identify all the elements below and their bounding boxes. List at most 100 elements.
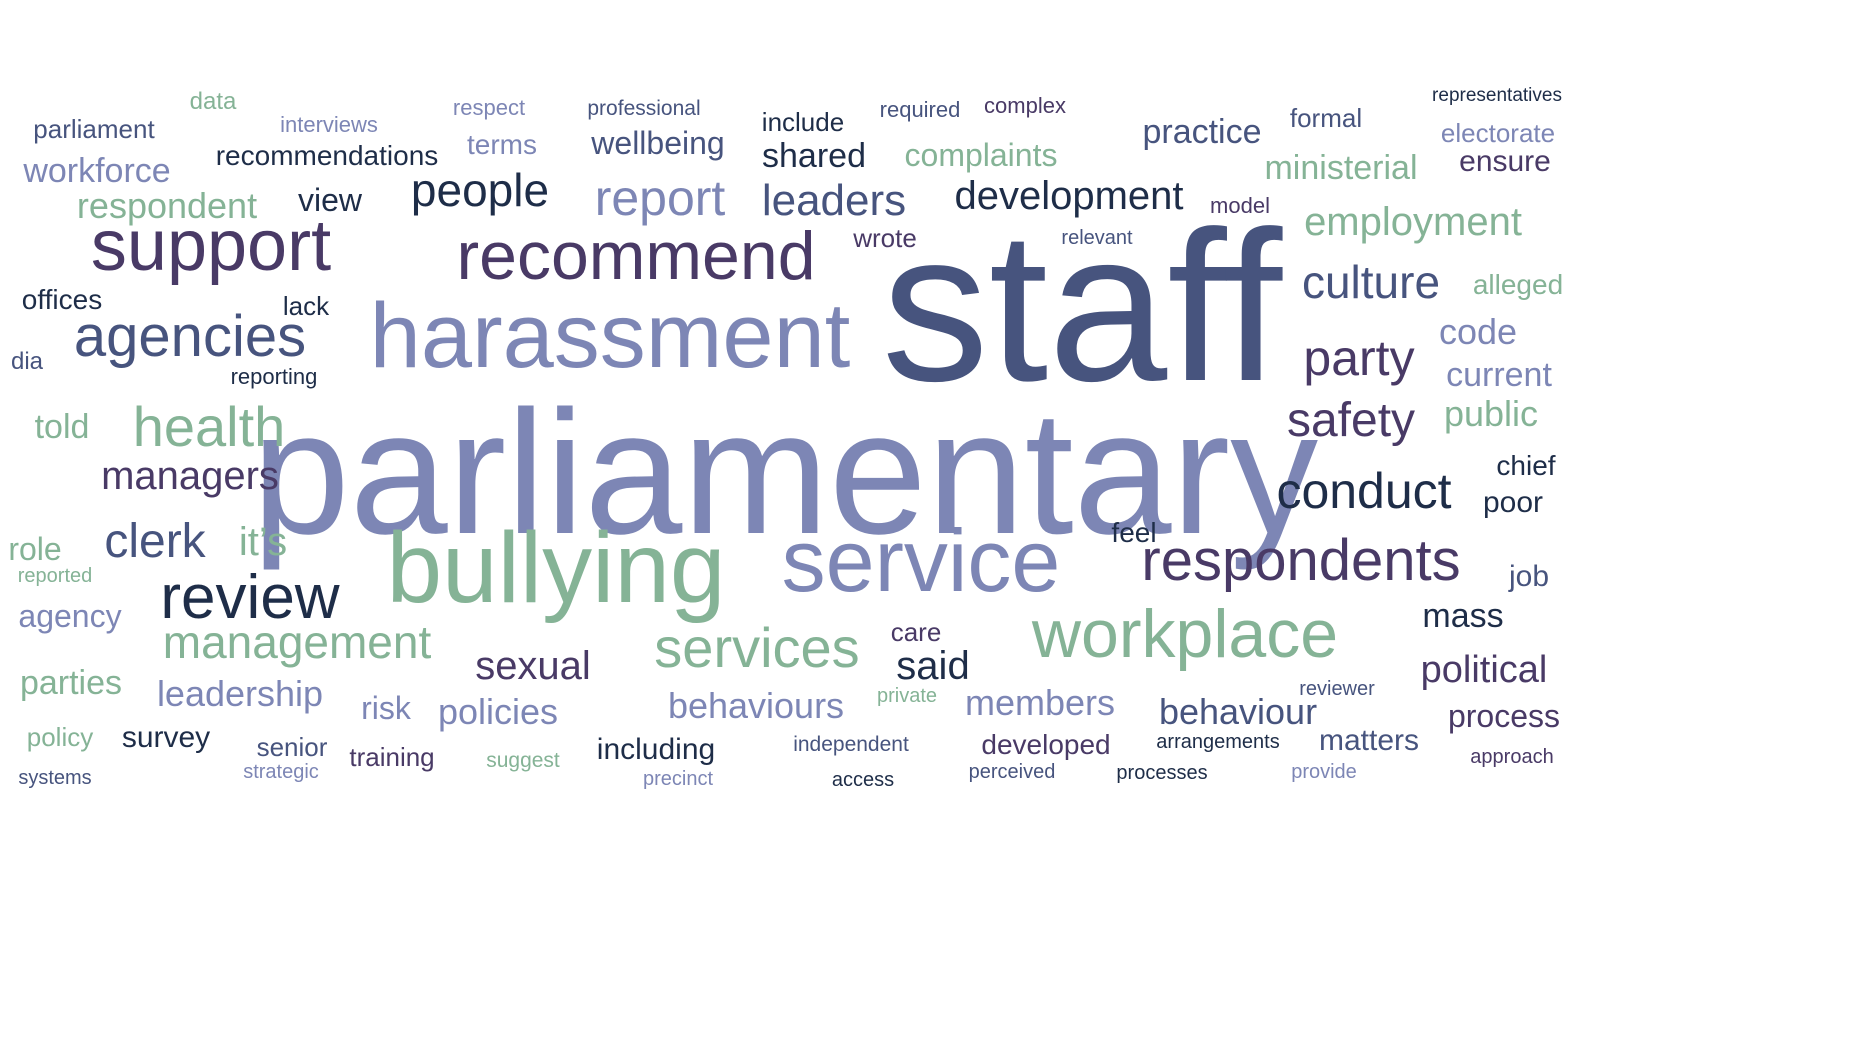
word-support: support bbox=[90, 206, 332, 286]
word-professional: professional bbox=[587, 97, 701, 120]
word-formal: formal bbox=[1289, 103, 1363, 133]
word-conduct: conduct bbox=[1276, 463, 1452, 519]
word-relevant: relevant bbox=[1061, 227, 1133, 249]
word-employment: employment bbox=[1304, 200, 1522, 244]
word-model: model bbox=[1210, 193, 1270, 218]
word-service: service bbox=[781, 511, 1061, 610]
word-suggest: suggest bbox=[486, 749, 560, 772]
word-arrangements: arrangements bbox=[1156, 731, 1280, 753]
word-said: said bbox=[896, 644, 970, 688]
word-lack: lack bbox=[282, 291, 330, 321]
word-reviewer: reviewer bbox=[1299, 678, 1375, 700]
word-view: view bbox=[297, 182, 363, 218]
word-parliamentary: parliamentary bbox=[251, 375, 1319, 571]
word-told: told bbox=[34, 408, 90, 446]
word-developed: developed bbox=[981, 729, 1111, 760]
word-include: include bbox=[761, 107, 845, 137]
word-complex: complex bbox=[984, 93, 1066, 118]
word-process: process bbox=[1447, 698, 1561, 734]
word-report: report bbox=[594, 170, 726, 226]
word-workforce: workforce bbox=[23, 152, 171, 190]
word-complaints: complaints bbox=[904, 137, 1058, 173]
word-feel: feel bbox=[1111, 517, 1157, 548]
word-parliament: parliament bbox=[33, 114, 155, 144]
word-behaviours: behaviours bbox=[667, 685, 845, 726]
word-including: including bbox=[596, 733, 716, 766]
word-agency: agency bbox=[18, 598, 122, 634]
word-sexual: sexual bbox=[475, 644, 591, 688]
word-code: code bbox=[1438, 311, 1518, 352]
word-poor: poor bbox=[1482, 486, 1544, 519]
word-care: care bbox=[890, 617, 942, 647]
word-practice: practice bbox=[1142, 113, 1262, 151]
word-public: public bbox=[1443, 393, 1539, 434]
word-approach: approach bbox=[1470, 746, 1554, 768]
word-dia: dia bbox=[10, 348, 44, 375]
word-current: current bbox=[1446, 356, 1552, 394]
word-interviews: interviews bbox=[280, 112, 378, 137]
word-services: services bbox=[654, 616, 860, 679]
word-wrote: wrote bbox=[853, 223, 917, 253]
word-systems: systems bbox=[18, 767, 92, 789]
word-managers: managers bbox=[101, 454, 279, 498]
word-recommendations: recommendations bbox=[215, 140, 439, 171]
word-parties: parties bbox=[19, 664, 123, 702]
word-matters: matters bbox=[1318, 724, 1420, 757]
word-mass: mass bbox=[1422, 597, 1504, 635]
word-people: people bbox=[410, 164, 550, 216]
word-ministerial: ministerial bbox=[1264, 149, 1418, 187]
word-management: management bbox=[162, 616, 432, 668]
word-agencies: agencies bbox=[73, 304, 307, 369]
word-reporting: reporting bbox=[230, 364, 318, 389]
word-strategic: strategic bbox=[243, 761, 319, 783]
word-alleged: alleged bbox=[1472, 269, 1564, 300]
word-ensure: ensure bbox=[1459, 145, 1551, 178]
word-senior: senior bbox=[256, 732, 328, 762]
word-respondents: respondents bbox=[1141, 528, 1461, 593]
word-bullying: bullying bbox=[386, 512, 726, 624]
word-offices: offices bbox=[21, 284, 103, 315]
word-health: health bbox=[132, 395, 286, 458]
word-staff: staff bbox=[881, 187, 1283, 426]
word-data: data bbox=[189, 88, 237, 115]
word-terms: terms bbox=[467, 129, 537, 160]
word-leadership: leadership bbox=[156, 673, 324, 714]
word-workplace: workplace bbox=[1031, 596, 1339, 672]
word-reported: reported bbox=[17, 565, 93, 587]
word-risk: risk bbox=[361, 690, 411, 726]
word-political: political bbox=[1420, 649, 1548, 691]
word-harassment: harassment bbox=[369, 285, 851, 387]
word-respondent: respondent bbox=[76, 185, 258, 226]
word-processes: processes bbox=[1116, 762, 1208, 784]
word-required: required bbox=[879, 97, 961, 122]
word-policies: policies bbox=[437, 691, 559, 732]
word-access: access bbox=[831, 769, 895, 791]
word-its: it’s bbox=[238, 520, 288, 564]
word-culture: culture bbox=[1301, 256, 1441, 308]
word-representatives: representatives bbox=[1432, 85, 1562, 106]
word-training: training bbox=[349, 742, 435, 772]
word-respect: respect bbox=[452, 95, 526, 120]
word-wellbeing: wellbeing bbox=[591, 125, 725, 161]
word-behaviour: behaviour bbox=[1158, 691, 1318, 732]
word-recommend: recommend bbox=[456, 218, 816, 294]
word-review: review bbox=[160, 563, 340, 632]
word-leaders: leaders bbox=[761, 176, 907, 225]
word-electorate: electorate bbox=[1440, 118, 1556, 148]
word-party: party bbox=[1303, 330, 1415, 386]
word-safety: safety bbox=[1286, 394, 1416, 447]
word-chief: chief bbox=[1496, 450, 1556, 481]
word-provide: provide bbox=[1291, 761, 1357, 783]
word-precinct: precinct bbox=[642, 768, 714, 790]
word-role: role bbox=[8, 531, 62, 567]
word-survey: survey bbox=[121, 721, 211, 754]
word-members: members bbox=[964, 682, 1116, 723]
word-clerk: clerk bbox=[104, 515, 206, 568]
word-development: development bbox=[954, 174, 1184, 218]
word-perceived: perceived bbox=[968, 761, 1056, 783]
word-policy: policy bbox=[26, 722, 94, 752]
word-job: job bbox=[1508, 560, 1550, 593]
word-shared: shared bbox=[762, 137, 866, 175]
word-private: private bbox=[876, 685, 938, 707]
